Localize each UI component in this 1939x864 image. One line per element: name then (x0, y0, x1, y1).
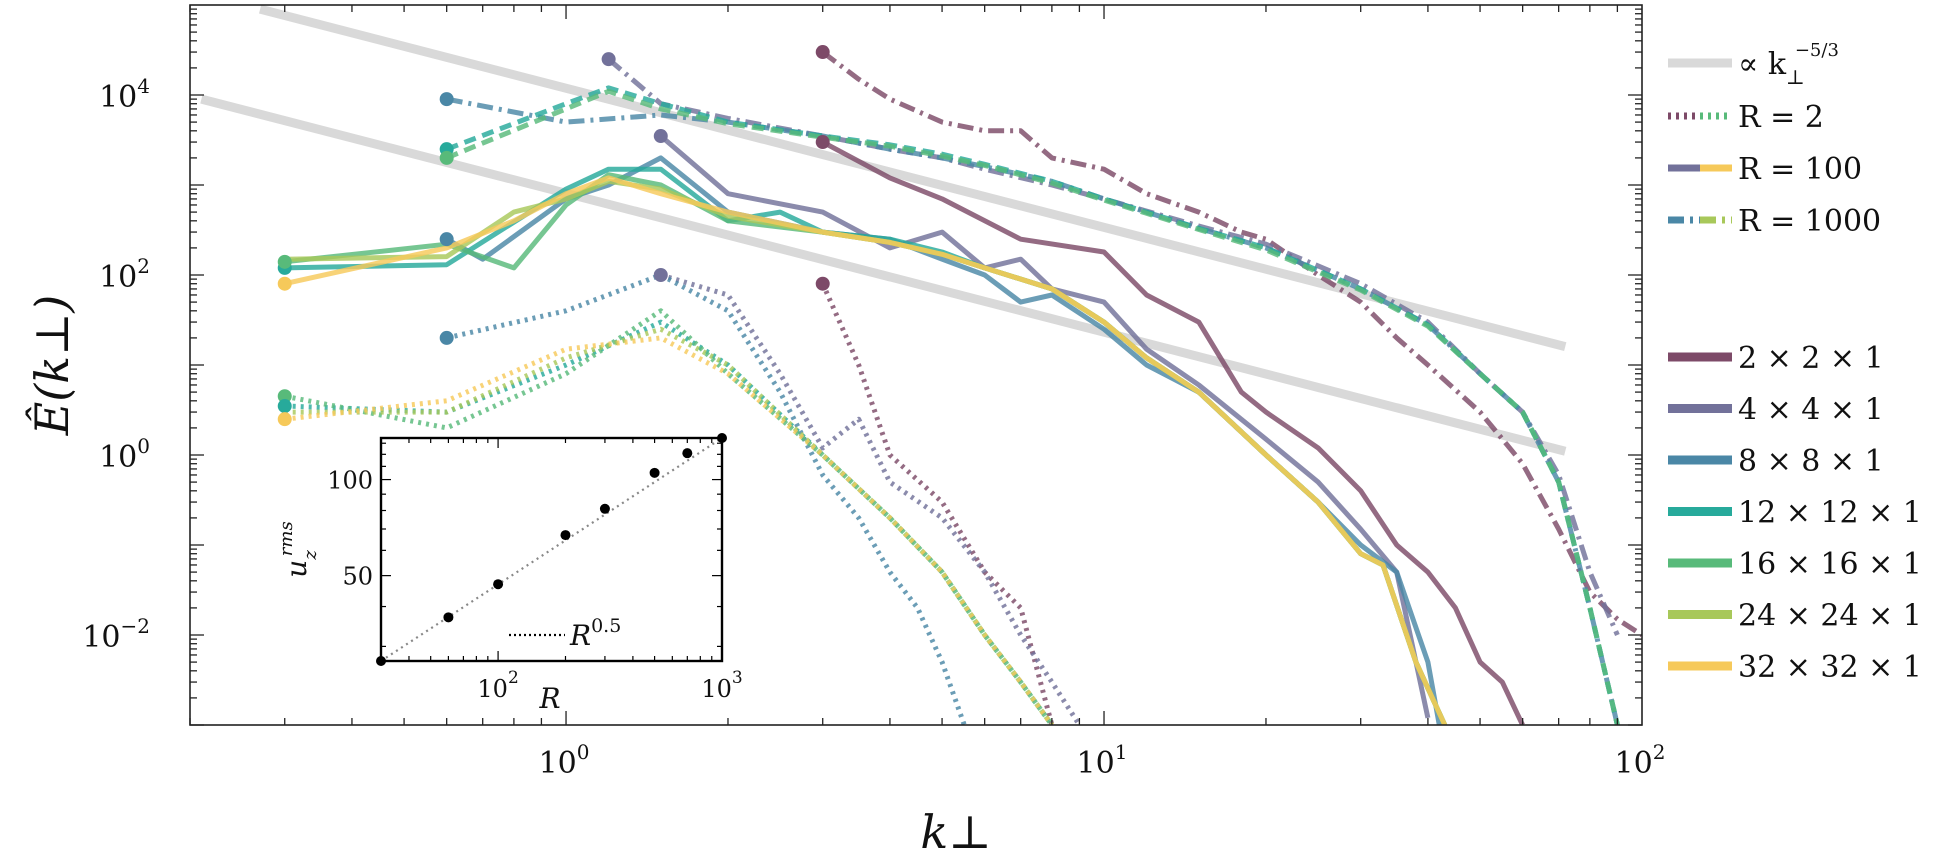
legend: ∝ k⊥−5/3 R = 2 R = 100 R = 1000 2 × 2 × 1 4 ×… (1668, 40, 1922, 685)
inset-point-3 (493, 579, 504, 590)
inset-point-5 (599, 503, 610, 514)
inset-point-7 (682, 448, 693, 459)
series-line-3 (446, 96, 1620, 725)
series-start-marker-16 (277, 399, 292, 414)
series-line-19 (284, 335, 1054, 725)
series-start-marker-17 (277, 412, 292, 427)
series-start-marker-4 (601, 52, 616, 67)
legend-label-dotted: R = 2 (1738, 100, 1824, 135)
legend-resolution-label: 32 × 32 × 1 (1738, 650, 1922, 685)
series-start-marker-2 (815, 135, 830, 150)
series-start-marker-8 (439, 232, 454, 247)
inset-y-tick-label: 100 (327, 467, 373, 495)
series-line-13 (820, 282, 1055, 725)
x-tick-label: 101 (1077, 740, 1128, 781)
series-line-15 (446, 272, 967, 725)
y-tick-label: 10−2 (82, 614, 150, 655)
reference-line-2 (200, 94, 1567, 456)
inset-frame (379, 436, 724, 663)
y-tick-label: 104 (99, 74, 150, 115)
x-axis-title: k⊥ (920, 805, 991, 859)
series-start-marker-11 (439, 150, 454, 165)
y-tick-label: 100 (99, 434, 150, 475)
inset-fit-line (381, 438, 722, 661)
inset-point-6 (649, 467, 660, 478)
inset-y-axis-title: uzrms (276, 521, 321, 577)
series-start-marker-5 (653, 129, 668, 144)
x-tick-label: 102 (1615, 740, 1666, 781)
legend-resolution-label: 2 × 2 × 1 (1738, 341, 1884, 376)
series-line-18 (284, 326, 1054, 725)
inset-x-tick-label: 103 (701, 668, 742, 703)
legend-resolution-label: 12 × 12 × 1 (1738, 496, 1922, 531)
reference-line-1 (258, 5, 1567, 351)
legend-resolution-label: 16 × 16 × 1 (1738, 547, 1922, 582)
inset-point-2 (443, 612, 454, 623)
series-line-6 (821, 139, 1525, 725)
main-plot-area: 100 101 102 10−2 100 102 104 k⊥ Ê(k⊥) (24, 4, 1666, 859)
series-start-marker-13 (277, 254, 292, 269)
y-axis-title: Ê(k⊥) (24, 295, 79, 437)
series-line-5 (445, 88, 1620, 725)
y-tick-label: 102 (99, 254, 150, 295)
x-tick-label: 100 (539, 740, 590, 781)
inset-x-axis-title: R (538, 682, 560, 715)
inset-fit-legend-label: R0.5 (569, 615, 621, 652)
legend-label-solid: R = 100 (1738, 152, 1862, 187)
series-line-7 (659, 134, 1431, 719)
series-start-marker-15 (277, 389, 292, 404)
inset-data-layer (381, 438, 722, 661)
legend-label-dashdot: R = 1000 (1738, 204, 1881, 239)
series-start-marker-7 (439, 92, 454, 107)
series-start-marker-14 (277, 276, 292, 291)
series-start-marker-9 (439, 330, 454, 345)
series-start-marker-1 (815, 45, 830, 60)
plot-data-layer (200, 5, 1642, 725)
inset-x-tick-label: 102 (477, 668, 518, 703)
series-line-17 (284, 308, 1054, 725)
legend-resolution-label: 4 × 4 × 1 (1738, 393, 1884, 428)
inset-point-4 (560, 530, 571, 541)
series-line-1 (821, 50, 1642, 638)
series-line-12 (284, 175, 1448, 725)
inset-y-tick-label: 50 (342, 563, 373, 591)
legend-resolution-label: 8 × 8 × 1 (1738, 444, 1884, 479)
series-start-marker-6 (653, 268, 668, 282)
legend-reference-label: ∝ k⊥−5/3 (1738, 40, 1839, 89)
series-start-marker-3 (815, 276, 830, 291)
legend-resolution-label: 24 × 24 × 1 (1738, 599, 1922, 634)
